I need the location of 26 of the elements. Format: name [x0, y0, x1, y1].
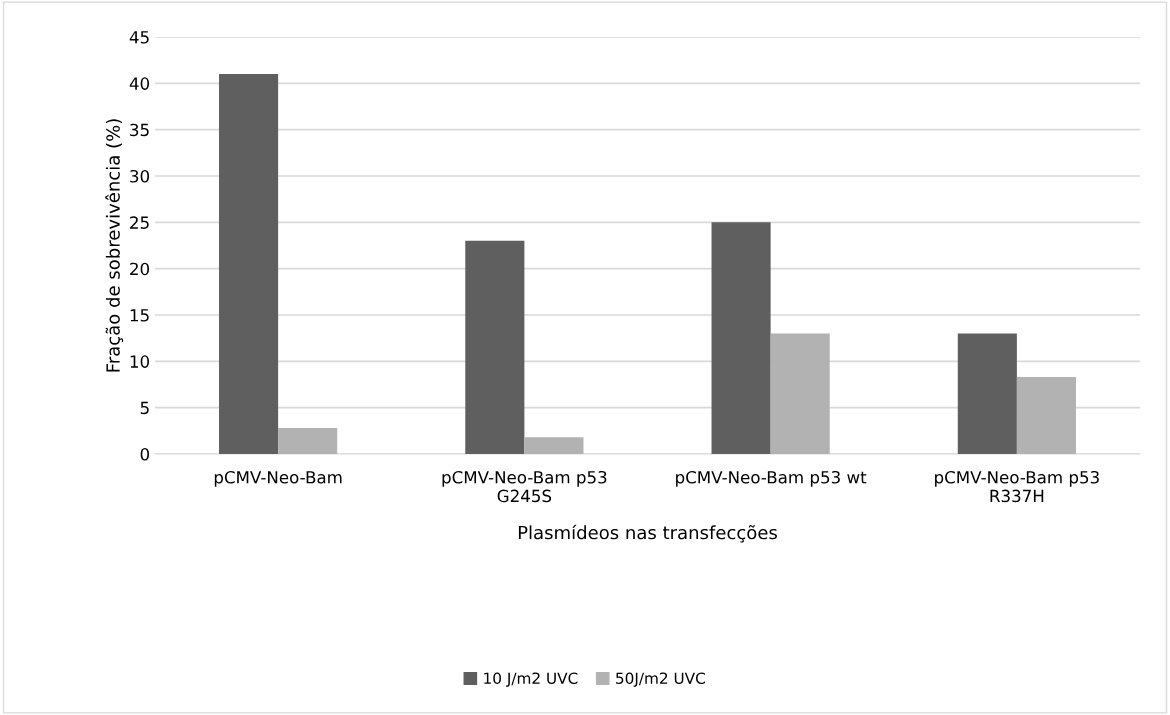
- bar: [711, 222, 771, 454]
- bar: [957, 333, 1017, 454]
- x-tick-label: pCMV-Neo-Bam p53 wt: [676, 470, 867, 487]
- bar: [465, 240, 525, 454]
- y-tick-label: 5: [140, 401, 149, 415]
- bar: [219, 74, 279, 454]
- x-tick-label: pCMV-Neo-Bam p53 G245S: [442, 470, 607, 503]
- x-axis-title: Plasmídeos nas transfecções: [518, 524, 777, 543]
- legend-label: 10 J/m2 UVC: [484, 672, 578, 687]
- y-tick-label: 10: [130, 355, 150, 368]
- y-tick-label: 20: [130, 262, 150, 276]
- legend-label: 50J/m2 UVC: [616, 672, 705, 687]
- y-tick-label: 25: [130, 216, 149, 229]
- y-tick-label: 45: [129, 31, 149, 44]
- bar: [278, 428, 338, 454]
- bar: [770, 333, 830, 454]
- x-tick-label: pCMV-Neo-Bam: [214, 470, 342, 487]
- y-axis-title: Fração de sobrevivência (%): [105, 119, 124, 372]
- x-tick-label: pCMV-Neo-Bam p53 R337H: [935, 470, 1099, 503]
- bar: [524, 437, 584, 454]
- y-tick-label: 0: [140, 447, 150, 461]
- y-tick-label: 15: [130, 309, 149, 322]
- y-tick-label: 40: [129, 77, 150, 90]
- y-tick-label: 30: [130, 169, 150, 183]
- bar: [1016, 377, 1076, 454]
- y-tick-label: 35: [130, 123, 149, 137]
